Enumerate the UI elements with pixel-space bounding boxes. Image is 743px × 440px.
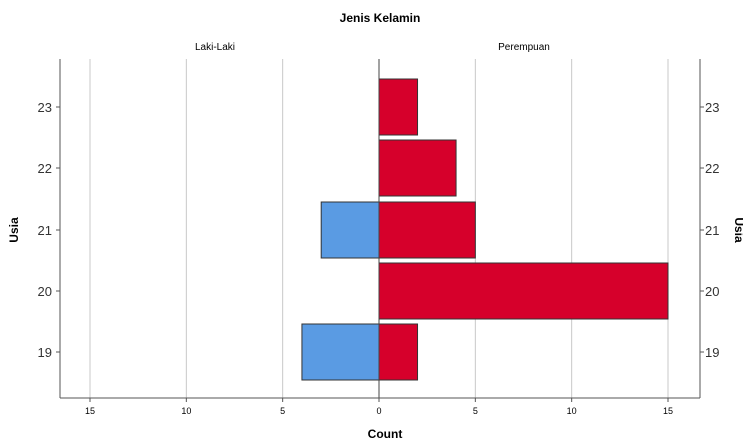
bar-perempuan-20: [378, 262, 669, 320]
y-tick-label-right: 23: [705, 100, 719, 115]
bar-perempuan-23: [378, 78, 419, 136]
y-axis-title-left: Usia: [7, 217, 21, 243]
y-tick-label-left: 23: [38, 100, 52, 115]
y-tick-label-right: 22: [705, 161, 719, 176]
panel-label-right: Perempuan: [498, 42, 550, 53]
y-tick-label-right: 21: [705, 223, 719, 238]
y-tick-label-right: 19: [705, 345, 719, 360]
bars: [301, 78, 669, 381]
y-tick-label-left: 21: [38, 223, 52, 238]
x-tick-label: 10: [567, 406, 577, 416]
tick-labels: 0 5 5 10 10 15 15 19 19 20 20 21 21 22 22 23 23: [38, 100, 720, 416]
x-tick-label: 15: [85, 406, 95, 416]
y-tick-label-left: 19: [38, 345, 52, 360]
bar-perempuan-21: [378, 201, 476, 259]
bar-laki-laki-19: [301, 323, 380, 381]
x-tick-label: 5: [280, 406, 285, 416]
x-axis-title: Count: [368, 427, 403, 440]
x-tick-label: 15: [663, 406, 673, 416]
x-tick-label: 0: [376, 406, 381, 416]
y-tick-label-left: 22: [38, 161, 52, 176]
y-tick-label-left: 20: [38, 284, 52, 299]
x-tick-label: 10: [181, 406, 191, 416]
bar-perempuan-19: [378, 323, 419, 381]
panel-label-left: Laki-Laki: [195, 42, 235, 53]
bar-laki-laki-21: [320, 201, 380, 259]
y-axis-title-right: Usia: [732, 217, 743, 243]
bar-perempuan-22: [378, 139, 457, 197]
axes: [56, 59, 704, 402]
y-tick-label-right: 20: [705, 284, 719, 299]
gridlines: [89, 59, 669, 398]
x-tick-label: 5: [473, 406, 478, 416]
chart-title: Jenis Kelamin: [340, 11, 421, 25]
